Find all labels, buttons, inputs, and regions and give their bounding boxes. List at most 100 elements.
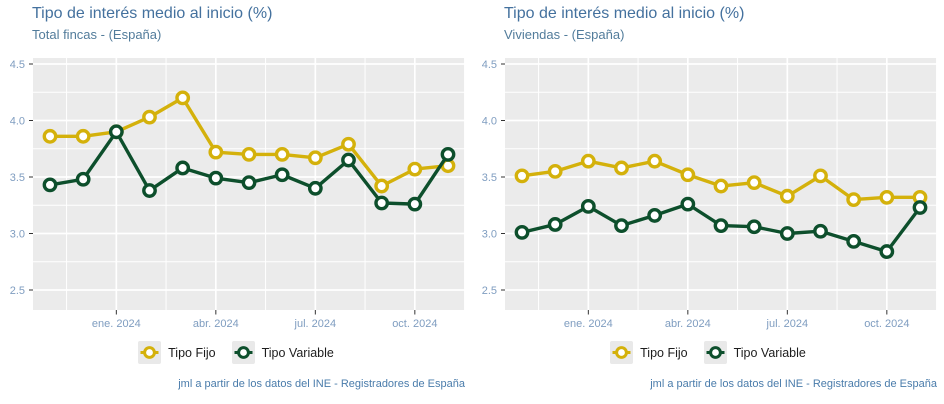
y-axis-tick-label: 4.0 [482,115,497,127]
data-point-marker [341,136,356,152]
data-point-marker [142,183,157,198]
plot-svg: 2.5 3.0 3.5 4.0 4.5 ene. 2024 abr. 2024 jul. 20… [482,58,938,330]
data-point-marker [514,168,530,184]
data-point-marker [746,175,762,191]
data-point-marker [514,224,530,240]
tick-marks [501,63,888,315]
data-point-marker [42,128,58,144]
x-axis-tick-label: ene. 2024 [92,318,141,330]
data-point-marker [374,178,390,194]
chart-total-fincas: Tipo de interés medio al inicio (%) Tota… [0,5,472,390]
data-point-marker [879,189,895,205]
data-point-marker [580,198,596,214]
data-point-marker [547,217,563,232]
data-point-marker [746,219,762,235]
chart-title: Tipo de interés medio al inicio (%) [32,5,273,22]
x-axis-tick-label: jul. 2024 [766,318,809,330]
data-point-marker [779,188,795,204]
axis-labels: 2.5 3.0 3.5 4.0 4.5 ene. 2024 abr. 2024 jul. 20… [482,59,910,330]
series-markers-1 [42,124,456,212]
data-point-marker [75,128,91,144]
data-point-marker [580,153,596,169]
x-axis-tick-label: oct. 2024 [864,318,909,330]
data-point-marker [274,167,290,183]
data-point-marker [208,144,224,160]
data-point-marker [241,175,257,191]
data-point-marker [647,153,663,169]
y-axis-tick-label: 2.5 [10,285,25,297]
plot-svg: 2.5 3.0 3.5 4.0 4.5 ene. 2024 abr. 2024 jul. 20… [10,58,466,330]
data-point-marker [175,90,191,106]
legend-label-tipo-variable: Tipo Variable [733,345,806,360]
data-point-marker [614,160,629,176]
y-axis-tick-label: 4.5 [10,59,25,71]
chart-title: Tipo de interés medio al inicio (%) [504,5,745,22]
data-point-marker [208,170,224,186]
chart-subtitle: Total fincas - (España) [32,27,162,42]
legend: Tipo Fijo Tipo Variable [472,341,944,364]
y-axis-tick-label: 2.5 [482,285,497,297]
line-plot-total-fincas: 2.5 3.0 3.5 4.0 4.5 ene. 2024 abr. 2024 jul. 20… [0,50,472,333]
legend-key-tipo-fijo: Tipo Fijo [138,341,216,364]
data-point-marker [175,160,191,176]
axis-labels: 2.5 3.0 3.5 4.0 4.5 ene. 2024 abr. 2024 jul. 20… [10,59,438,330]
chart-subtitle: Viviendas - (España) [504,27,625,42]
chart-caption: jml a partir de los datos del INE - Regi… [650,378,937,390]
major-gridlines [505,58,937,310]
y-axis-tick-label: 3.5 [482,172,497,184]
y-axis-tick-label: 3.5 [10,172,25,184]
legend-label-tipo-fijo: Tipo Fijo [168,345,216,360]
data-point-marker [680,196,696,212]
series-markers-0 [42,90,456,194]
data-point-marker [879,244,895,259]
data-point-marker [647,208,663,223]
data-point-marker [680,167,696,183]
series-markers-1 [514,196,928,259]
data-point-marker [846,192,862,208]
tipo-variable-marker-icon [703,341,727,364]
legend-key-tipo-fijo: Tipo Fijo [610,341,688,364]
legend: Tipo Fijo Tipo Variable [0,341,472,364]
x-axis-tick-label: abr. 2024 [193,318,239,330]
data-point-marker [307,180,323,196]
tipo-fijo-marker-icon [610,341,634,364]
y-axis-tick-label: 4.0 [10,115,25,127]
tipo-fijo-marker-icon [138,341,162,364]
x-axis-tick-label: jul. 2024 [294,318,337,330]
data-point-marker [547,163,563,179]
y-axis-tick-label: 3.0 [10,228,25,240]
data-point-marker [407,196,423,212]
x-axis-tick-label: abr. 2024 [665,318,711,330]
data-point-marker [108,124,124,140]
data-point-marker [846,234,862,249]
data-point-marker [614,218,629,233]
data-point-marker [142,109,157,125]
chart-caption: jml a partir de los datos del INE - Regi… [178,378,465,390]
data-point-marker [75,171,91,187]
data-point-marker [813,223,828,239]
series-markers-0 [514,153,928,208]
data-point-marker [713,218,729,233]
data-point-marker [779,226,795,241]
data-point-marker [274,147,290,162]
data-point-marker [407,161,423,177]
chart-viviendas: Tipo de interés medio al inicio (%) Vivi… [472,0,944,404]
legend-label-tipo-variable: Tipo Variable [261,345,334,360]
data-point-marker [341,152,356,168]
data-point-marker [912,200,928,215]
minor-gridlines [505,58,938,310]
legend-key-tipo-variable: Tipo Variable [703,341,806,364]
data-point-marker [42,177,58,193]
line-plot-viviendas: 2.5 3.0 3.5 4.0 4.5 ene. 2024 abr. 2024 jul. 20… [472,50,944,333]
tick-marks [29,63,416,315]
data-point-marker [440,147,456,162]
data-point-marker [241,147,257,162]
data-point-marker [374,195,390,211]
data-point-marker [307,150,323,166]
legend-key-tipo-variable: Tipo Variable [231,341,334,364]
y-axis-tick-label: 4.5 [482,59,497,71]
x-axis-tick-label: ene. 2024 [564,318,613,330]
major-gridlines [33,58,465,310]
data-point-marker [813,168,828,184]
